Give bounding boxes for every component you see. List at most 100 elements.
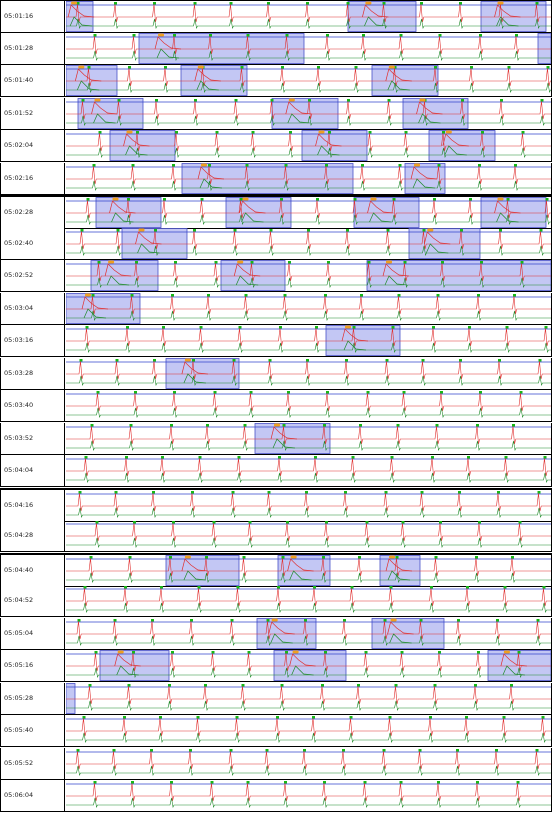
ecg-strip-row[interactable]: 05:01:28 bbox=[0, 33, 552, 65]
ecg-strip-row[interactable]: 05:03:28 bbox=[0, 358, 552, 390]
ecg-trace[interactable] bbox=[66, 585, 551, 616]
event-marker[interactable] bbox=[274, 423, 280, 427]
event-marker[interactable] bbox=[389, 555, 395, 559]
ecg-trace[interactable] bbox=[66, 555, 551, 586]
event-marker[interactable] bbox=[497, 197, 504, 201]
ecg-trace[interactable] bbox=[66, 683, 551, 714]
ecg-strip-row[interactable]: 05:01:52 bbox=[0, 98, 552, 130]
ecg-trace[interactable] bbox=[66, 455, 551, 486]
event-marker[interactable] bbox=[292, 650, 299, 654]
event-marker[interactable] bbox=[370, 197, 377, 201]
ecg-strip-row[interactable]: 05:03:16 bbox=[0, 325, 552, 357]
event-highlight-region[interactable] bbox=[138, 33, 305, 64]
beat-marker bbox=[357, 684, 360, 687]
event-highlight-region[interactable] bbox=[379, 555, 421, 586]
ecg-trace[interactable] bbox=[66, 520, 551, 551]
event-marker[interactable] bbox=[242, 197, 249, 201]
ecg-trace[interactable] bbox=[66, 358, 551, 389]
event-marker[interactable] bbox=[184, 358, 191, 362]
event-marker[interactable] bbox=[427, 228, 434, 232]
event-marker[interactable] bbox=[112, 197, 119, 201]
ecg-strip-row[interactable]: 05:04:16 bbox=[0, 488, 552, 522]
event-marker[interactable] bbox=[445, 130, 452, 134]
event-marker[interactable] bbox=[365, 1, 372, 5]
ecg-trace[interactable] bbox=[66, 197, 551, 228]
event-marker[interactable] bbox=[197, 65, 204, 69]
ecg-trace[interactable] bbox=[66, 715, 551, 746]
ecg-trace[interactable] bbox=[66, 228, 551, 259]
event-marker[interactable] bbox=[414, 163, 420, 167]
lead-red-trace bbox=[66, 717, 551, 737]
event-marker[interactable] bbox=[345, 325, 351, 329]
event-marker[interactable] bbox=[85, 293, 91, 297]
ecg-trace[interactable] bbox=[66, 130, 551, 161]
event-marker[interactable] bbox=[318, 130, 325, 134]
event-marker[interactable] bbox=[71, 1, 78, 5]
ecg-strip-row[interactable]: 05:05:16 bbox=[0, 650, 552, 682]
event-marker[interactable] bbox=[108, 260, 115, 264]
ecg-strip-row[interactable]: 05:04:04 bbox=[0, 455, 552, 487]
ecg-strip-row[interactable]: 05:05:52 bbox=[0, 748, 552, 780]
ecg-strip-row[interactable]: 05:04:40 bbox=[0, 553, 552, 587]
ecg-strip-row[interactable]: 05:02:52 bbox=[0, 260, 552, 292]
ecg-trace[interactable] bbox=[66, 325, 551, 356]
ecg-strip-row[interactable]: 05:06:04 bbox=[0, 780, 552, 812]
ecg-trace[interactable] bbox=[66, 293, 551, 324]
ecg-trace[interactable] bbox=[66, 780, 551, 811]
event-marker[interactable] bbox=[388, 65, 395, 69]
ecg-trace[interactable] bbox=[66, 748, 551, 779]
ecg-trace[interactable] bbox=[66, 423, 551, 454]
event-marker[interactable] bbox=[497, 1, 504, 5]
ecg-strip-row[interactable]: 05:05:04 bbox=[0, 618, 552, 650]
ecg-strip-row[interactable]: 05:05:28 bbox=[0, 683, 552, 715]
ecg-strip-row[interactable]: 05:04:52 bbox=[0, 585, 552, 617]
event-highlight-region[interactable] bbox=[180, 65, 248, 96]
event-highlight-region[interactable] bbox=[66, 65, 118, 96]
ecg-strip-row[interactable]: 05:03:52 bbox=[0, 423, 552, 455]
ecg-strip-row[interactable]: 05:02:28 bbox=[0, 195, 552, 229]
strip-timestamp: 05:03:28 bbox=[1, 358, 65, 389]
event-marker[interactable] bbox=[117, 650, 124, 654]
ecg-trace[interactable] bbox=[66, 490, 551, 521]
beat-marker bbox=[346, 229, 349, 232]
ecg-strip-row[interactable]: 05:03:04 bbox=[0, 293, 552, 325]
event-highlight-region[interactable] bbox=[77, 98, 144, 129]
ecg-trace[interactable] bbox=[66, 650, 551, 681]
beat-marker bbox=[543, 456, 547, 459]
ecg-trace[interactable] bbox=[66, 98, 551, 129]
ecg-strip-row[interactable]: 05:01:40 bbox=[0, 65, 552, 97]
event-highlight-region[interactable] bbox=[277, 555, 331, 586]
ecg-strip-row[interactable]: 05:01:16 bbox=[0, 0, 552, 33]
ecg-strip-row[interactable]: 05:05:40 bbox=[0, 715, 552, 747]
event-marker[interactable] bbox=[290, 555, 297, 559]
ecg-strip-row[interactable]: 05:02:16 bbox=[0, 163, 552, 195]
ecg-trace[interactable] bbox=[66, 163, 551, 194]
event-marker[interactable] bbox=[158, 33, 164, 37]
beat-marker bbox=[269, 229, 273, 232]
event-marker[interactable] bbox=[201, 163, 207, 167]
ecg-trace[interactable] bbox=[66, 1, 551, 32]
event-marker[interactable] bbox=[78, 65, 85, 69]
ecg-trace[interactable] bbox=[66, 390, 551, 421]
ecg-trace[interactable] bbox=[66, 33, 551, 64]
event-marker[interactable] bbox=[288, 98, 295, 102]
event-marker[interactable] bbox=[419, 98, 426, 102]
ecg-strip-row[interactable]: 05:02:04 bbox=[0, 130, 552, 162]
event-marker[interactable] bbox=[126, 130, 133, 134]
ecg-strip-row[interactable]: 05:02:40 bbox=[0, 228, 552, 260]
event-marker[interactable] bbox=[94, 98, 101, 102]
event-marker[interactable] bbox=[184, 555, 191, 559]
event-marker[interactable] bbox=[503, 650, 510, 654]
event-highlight-region[interactable] bbox=[537, 33, 551, 64]
ecg-strip-row[interactable]: 05:04:28 bbox=[0, 520, 552, 552]
event-marker[interactable] bbox=[271, 618, 278, 622]
event-marker[interactable] bbox=[386, 260, 392, 264]
event-marker[interactable] bbox=[138, 228, 145, 232]
event-marker[interactable] bbox=[237, 260, 244, 264]
ecg-trace[interactable] bbox=[66, 260, 551, 291]
event-marker[interactable] bbox=[390, 618, 397, 622]
event-highlight-region[interactable] bbox=[66, 683, 76, 714]
ecg-trace[interactable] bbox=[66, 618, 551, 649]
ecg-strip-row[interactable]: 05:03:40 bbox=[0, 390, 552, 422]
ecg-trace[interactable] bbox=[66, 65, 551, 96]
